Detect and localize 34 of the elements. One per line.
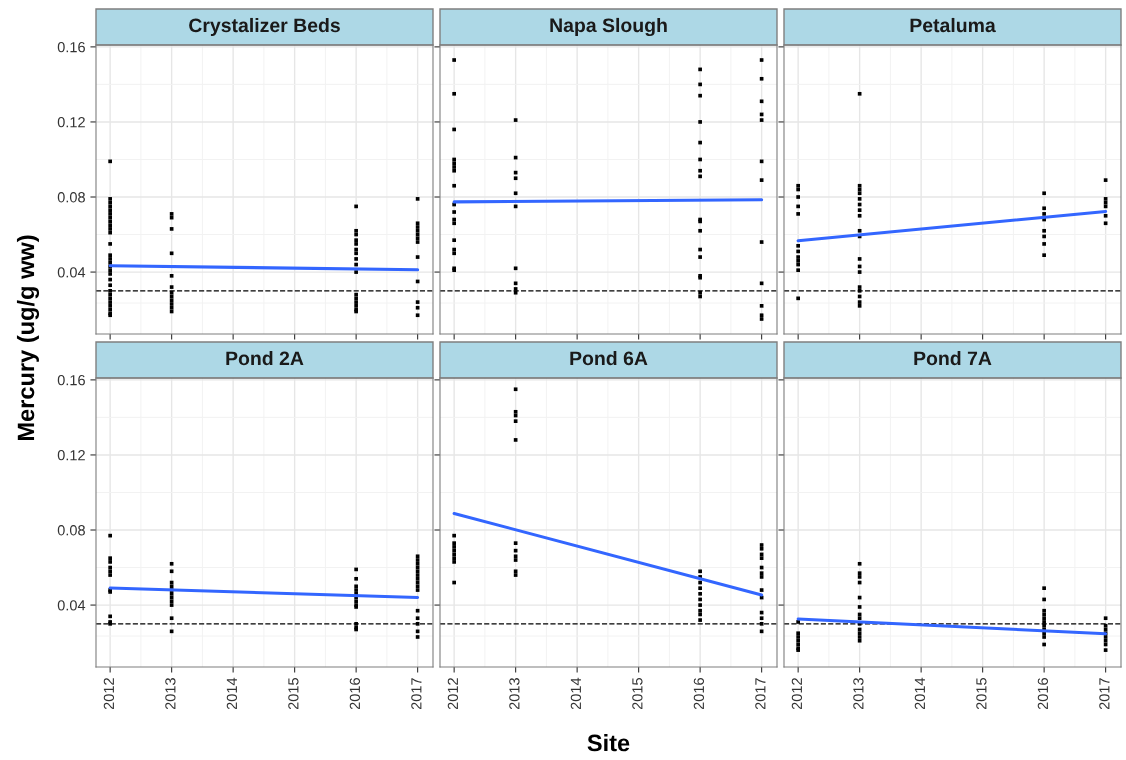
- x-tick-label: 2015: [288, 678, 299, 710]
- chart-title: Pond 2A: [226, 350, 304, 366]
- y-tick-label: 0.16: [57, 374, 85, 386]
- y-tick-label: 0.08: [57, 525, 85, 536]
- x-tick-label: 2014: [914, 677, 926, 710]
- x-tick-label: 2014: [570, 677, 582, 710]
- x-tick-label: 2017: [411, 678, 422, 710]
- x-tick-label: 2012: [103, 678, 115, 710]
- x-tick-label: 2013: [853, 678, 864, 710]
- y-tick-label: 0.16: [57, 41, 85, 53]
- x-tick-label: 2013: [165, 678, 176, 710]
- y-tick-label: 0.04: [57, 267, 86, 278]
- chart-title: Napa Slough: [550, 17, 667, 37]
- x-tick-label: 2012: [447, 678, 459, 710]
- x-tick-label: 2012: [791, 678, 803, 710]
- y-tick-label: 0.12: [57, 450, 85, 461]
- chart-title: Crystalizer Beds: [189, 17, 340, 37]
- x-tick-label: 2013: [509, 678, 520, 710]
- x-tick-label: 2017: [1099, 678, 1110, 710]
- x-tick-label: 2016: [349, 678, 361, 710]
- chart-title: Petaluma: [910, 17, 996, 33]
- x-tick-label: 2017: [755, 678, 766, 710]
- x-tick-label: 2015: [632, 678, 643, 710]
- x-tick-label: 2014: [226, 677, 238, 710]
- y-tick-label: 0.08: [57, 192, 85, 203]
- chart-title: Pond 6A: [570, 350, 648, 366]
- y-tick-label: 0.04: [57, 600, 86, 611]
- chart-title: Pond 7A: [914, 350, 992, 366]
- x-axis-title: Site: [587, 733, 630, 752]
- y-axis-title: Mercury (ug/g ww): [16, 235, 40, 441]
- x-tick-label: 2015: [976, 678, 987, 710]
- y-tick-label: 0.12: [57, 117, 85, 128]
- x-tick-label: 2016: [1037, 678, 1049, 710]
- x-tick-label: 2016: [693, 678, 705, 710]
